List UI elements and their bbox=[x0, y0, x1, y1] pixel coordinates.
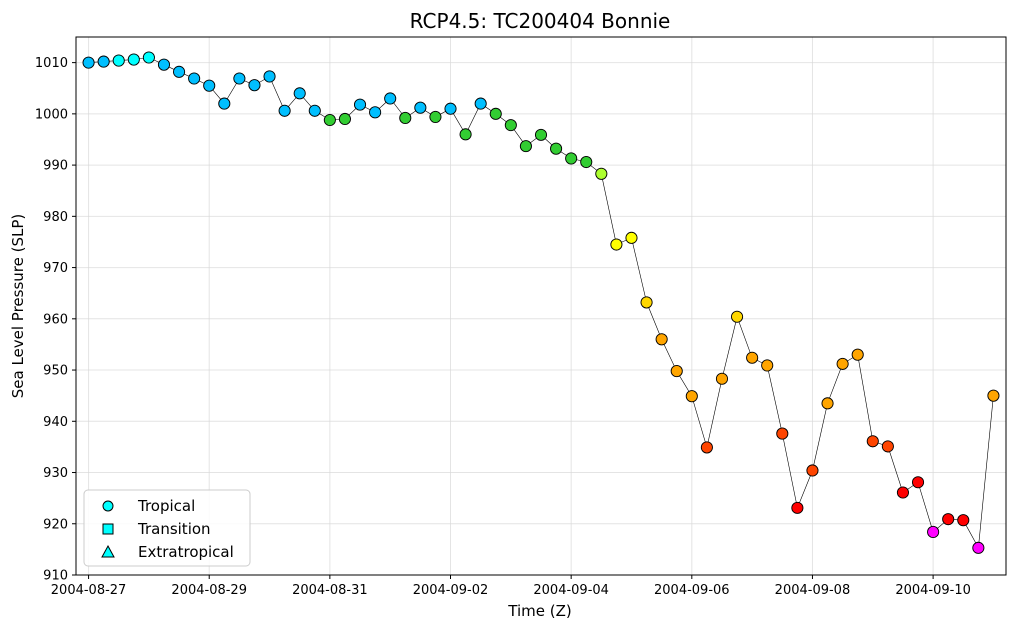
data-point bbox=[82, 56, 95, 69]
data-point bbox=[519, 140, 532, 153]
data-markers bbox=[82, 51, 1000, 554]
y-tick-label: 950 bbox=[43, 364, 68, 379]
x-tick-label: 2004-09-10 bbox=[895, 583, 971, 598]
data-point bbox=[218, 97, 231, 110]
data-point bbox=[942, 513, 955, 526]
data-point bbox=[957, 514, 970, 527]
data-point bbox=[459, 128, 472, 141]
y-tick-label: 1000 bbox=[35, 107, 68, 122]
data-point bbox=[429, 110, 442, 123]
data-point bbox=[534, 128, 548, 141]
legend-extratropical-marker-icon bbox=[101, 544, 115, 558]
data-point bbox=[776, 427, 789, 440]
data-point bbox=[414, 101, 427, 114]
plot-frame bbox=[75, 36, 1007, 576]
data-point bbox=[580, 155, 593, 169]
x-tick-label: 2004-09-02 bbox=[413, 583, 489, 598]
data-point bbox=[987, 389, 1000, 402]
y-axis-ticks: 910 920 930 940 950 960 970 980 990 1000 1010 bbox=[35, 56, 76, 584]
data-point bbox=[595, 167, 608, 180]
data-point bbox=[112, 54, 125, 67]
data-point bbox=[715, 372, 729, 385]
data-point bbox=[353, 98, 367, 111]
data-point bbox=[655, 333, 668, 346]
x-tick-label: 2004-09-04 bbox=[533, 583, 609, 598]
data-point bbox=[369, 106, 382, 119]
data-point bbox=[142, 51, 155, 64]
data-point bbox=[746, 351, 759, 364]
data-point bbox=[670, 365, 683, 378]
chart-title: RCP4.5: TC200404 Bonnie bbox=[410, 9, 671, 33]
data-point bbox=[338, 112, 351, 126]
data-point bbox=[640, 296, 653, 309]
data-point bbox=[761, 359, 774, 372]
data-point bbox=[685, 390, 698, 403]
data-point bbox=[791, 501, 804, 514]
legend-tropical-marker-icon bbox=[102, 500, 114, 512]
data-point bbox=[625, 231, 638, 244]
data-point bbox=[173, 65, 186, 78]
data-point bbox=[308, 104, 321, 117]
data-point bbox=[203, 79, 216, 92]
data-point bbox=[806, 464, 819, 477]
y-tick-label: 910 bbox=[43, 569, 68, 584]
data-point bbox=[610, 238, 623, 251]
y-axis-label: Sea Level Pressure (SLP) bbox=[9, 214, 27, 399]
data-point bbox=[911, 476, 925, 489]
data-point bbox=[504, 119, 517, 132]
data-point bbox=[731, 310, 744, 323]
data-point bbox=[399, 111, 412, 125]
legend: Tropical Transition Extratropical bbox=[83, 489, 251, 567]
x-tick-label: 2004-08-29 bbox=[171, 583, 247, 598]
data-point bbox=[866, 435, 879, 448]
x-tick-label: 2004-08-27 bbox=[51, 583, 127, 598]
data-point bbox=[565, 152, 578, 165]
y-tick-label: 970 bbox=[43, 261, 68, 276]
data-point bbox=[851, 348, 864, 361]
data-point bbox=[323, 113, 336, 127]
legend-frame bbox=[83, 489, 251, 567]
y-tick-label: 980 bbox=[43, 210, 68, 225]
x-axis-label: Time (Z) bbox=[507, 602, 571, 620]
data-point bbox=[700, 441, 713, 454]
y-tick-label: 930 bbox=[43, 466, 68, 481]
x-tick-label: 2004-08-31 bbox=[292, 583, 368, 598]
legend-transition-marker-icon bbox=[102, 523, 114, 535]
data-point bbox=[127, 53, 140, 66]
data-point bbox=[293, 87, 306, 100]
legend-transition-label: Transition bbox=[137, 520, 211, 538]
y-tick-label: 990 bbox=[43, 159, 68, 174]
data-point bbox=[188, 72, 201, 85]
data-point bbox=[550, 142, 563, 155]
data-point bbox=[97, 55, 110, 68]
data-point bbox=[881, 440, 894, 453]
data-point bbox=[972, 541, 985, 554]
data-point bbox=[836, 357, 849, 370]
data-point bbox=[233, 72, 246, 85]
y-tick-label: 960 bbox=[43, 312, 68, 327]
data-point bbox=[384, 92, 397, 105]
data-point bbox=[444, 102, 457, 115]
data-point bbox=[474, 97, 487, 110]
data-point bbox=[821, 397, 834, 410]
data-point bbox=[278, 104, 291, 117]
legend-tropical-label: Tropical bbox=[137, 497, 195, 515]
y-tick-label: 920 bbox=[43, 517, 68, 532]
y-tick-label: 1010 bbox=[35, 56, 68, 71]
x-tick-label: 2004-09-08 bbox=[775, 583, 851, 598]
legend-extratropical-label: Extratropical bbox=[138, 543, 234, 561]
data-point bbox=[896, 486, 909, 499]
grid-lines bbox=[76, 37, 1006, 576]
data-point bbox=[263, 70, 276, 83]
x-tick-label: 2004-09-06 bbox=[654, 583, 730, 598]
data-point bbox=[248, 79, 261, 92]
data-point bbox=[157, 58, 171, 71]
x-axis-ticks: 2004-08-27 2004-08-29 2004-08-31 2004-09-02… bbox=[51, 575, 971, 598]
y-tick-label: 940 bbox=[43, 415, 68, 430]
data-point bbox=[489, 107, 502, 120]
data-point bbox=[927, 525, 940, 539]
